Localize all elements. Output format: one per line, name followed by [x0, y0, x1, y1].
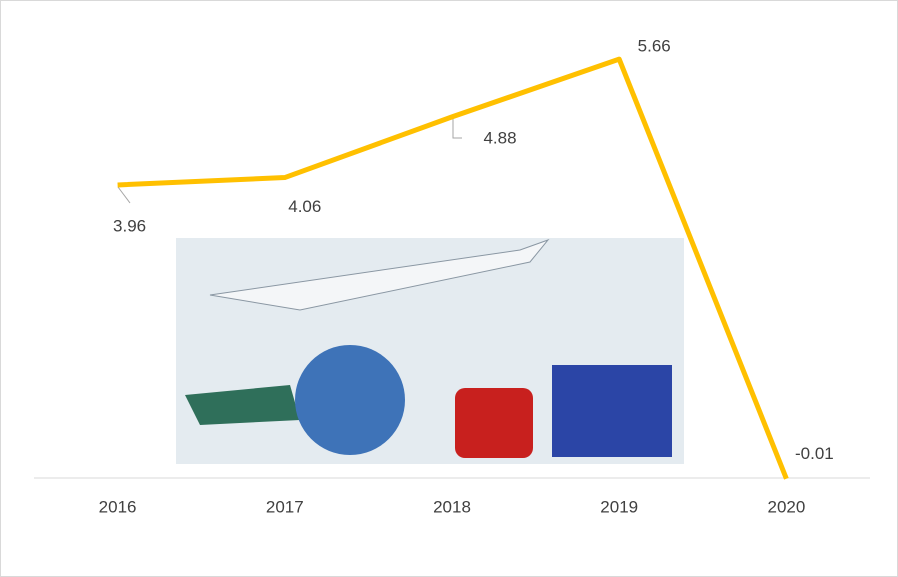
- x-tick-label: 2018: [433, 497, 471, 516]
- illustration: [176, 238, 684, 464]
- x-tick-label: 2016: [99, 497, 137, 516]
- truck: [552, 365, 672, 457]
- data-label: -0.01: [795, 444, 834, 463]
- ship: [185, 385, 300, 425]
- data-line: [117, 56, 789, 480]
- van: [455, 388, 533, 458]
- globe: [295, 345, 405, 455]
- label-leader: [117, 186, 131, 204]
- data-label: 4.06: [288, 197, 321, 216]
- x-tick-label: 2020: [767, 497, 805, 516]
- data-label: 4.88: [483, 128, 516, 147]
- data-label: 3.96: [113, 216, 146, 235]
- airplane: [209, 238, 550, 311]
- x-tick-label: 2017: [266, 497, 304, 516]
- x-tick-label: 2019: [600, 497, 638, 516]
- data-label: 5.66: [638, 37, 671, 56]
- label-leader: [452, 118, 462, 139]
